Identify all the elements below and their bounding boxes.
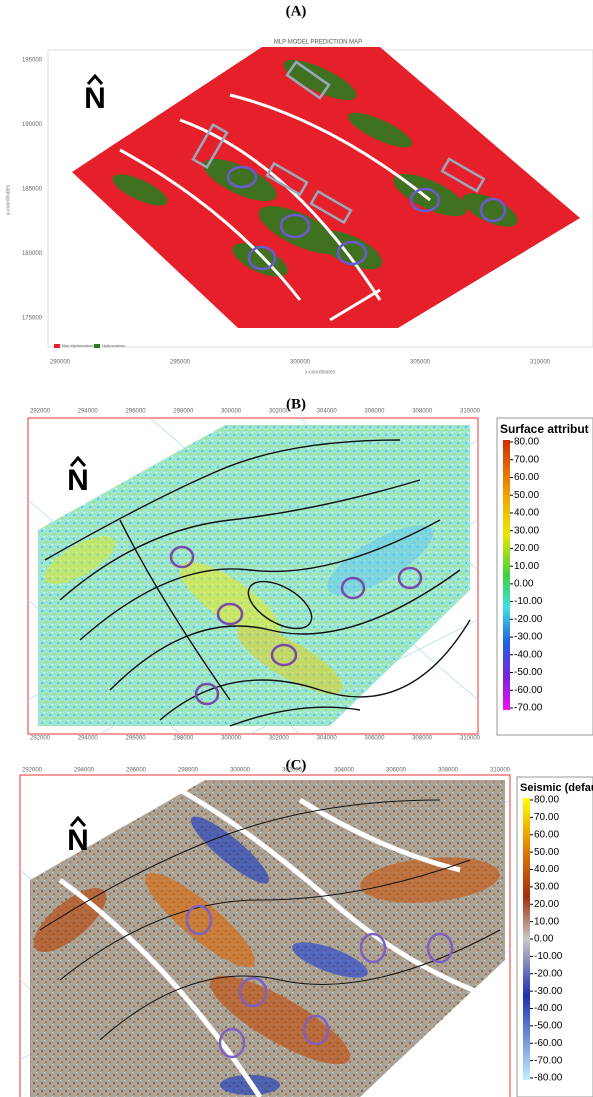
x-tick-label: 295000 xyxy=(170,360,191,366)
colorbar-tick-label: -30.00 xyxy=(534,986,563,997)
y-tick-label: 195000 xyxy=(22,58,43,64)
x-tick-label: 296000 xyxy=(126,768,147,774)
colorbar-tick-label: 70.00 xyxy=(514,454,539,465)
y-tick-label: 175000 xyxy=(22,316,43,322)
x-tick-label: 304000 xyxy=(317,736,338,742)
colorbar-tick-label: -40.00 xyxy=(534,1003,563,1014)
x-tick-label: 300000 xyxy=(221,409,242,415)
x-tick-label: 308000 xyxy=(412,736,433,742)
colorbar-tick-label: 80.00 xyxy=(534,795,559,806)
x-tick-label: 298000 xyxy=(173,736,194,742)
legend-label: Hydrocarbon xyxy=(102,343,125,348)
x-tick-label: 308000 xyxy=(438,768,459,774)
x-tick-label: 298000 xyxy=(178,768,199,774)
panel-label: (A) xyxy=(286,3,307,19)
x-tick-label: 296000 xyxy=(126,409,147,415)
colorbar xyxy=(523,798,530,1080)
x-tick-label: 292000 xyxy=(30,736,51,742)
x-tick-label: 304000 xyxy=(317,409,338,415)
x-tick-label: 300000 xyxy=(290,360,311,366)
colorbar-tick-label: -50.00 xyxy=(514,667,543,678)
colorbar-tick-label: 80.00 xyxy=(514,437,539,448)
legend-swatch xyxy=(94,344,100,348)
y-axis-label: y-coordinates xyxy=(5,184,11,215)
colorbar-tick-label: 30.00 xyxy=(534,882,559,893)
x-tick-label: 292000 xyxy=(22,768,43,774)
colorbar-title: Seismic (defaul xyxy=(520,782,593,794)
colorbar-tick-label: 20.00 xyxy=(534,899,559,910)
colorbar-tick-label: -60.00 xyxy=(514,685,543,696)
panel-b: (B) N Surface attribut xyxy=(28,396,593,735)
map-title: MLP MODEL PREDICTION MAP xyxy=(274,40,362,46)
colorbar-tick-label: -70.00 xyxy=(514,703,543,714)
colorbar-tick-label: 30.00 xyxy=(514,525,539,536)
x-tick-label: 306000 xyxy=(364,409,385,415)
y-tick-label: 185000 xyxy=(22,187,43,193)
x-tick-label: 310000 xyxy=(460,409,481,415)
colorbar-tick-label: 50.00 xyxy=(534,847,559,858)
panel-a: (A) MLP MODEL PREDICTION MAP N x-coordin… xyxy=(5,3,593,375)
colorbar-tick-label: 10.00 xyxy=(514,561,539,572)
x-axis-label: x-coordinates xyxy=(305,369,336,375)
x-tick-label: 310000 xyxy=(490,768,511,774)
colorbar-tick-label: -50.00 xyxy=(534,1021,563,1032)
legend-label: Non-Hydrocarbon xyxy=(62,343,94,348)
x-tick-label: 302000 xyxy=(269,409,290,415)
colorbar-tick-label: 70.00 xyxy=(534,812,559,823)
x-tick-label: 298000 xyxy=(173,409,194,415)
colorbar-box xyxy=(497,418,593,735)
colorbar-title: Surface attribut xyxy=(500,422,589,436)
x-tick-label: 302000 xyxy=(282,768,303,774)
x-tick-label: 308000 xyxy=(412,409,433,415)
figure: (A) MLP MODEL PREDICTION MAP N x-coordin… xyxy=(0,0,593,1097)
panel-label: (B) xyxy=(286,396,306,412)
colorbar-tick-label: 50.00 xyxy=(514,490,539,501)
colorbar-tick-label: 0.00 xyxy=(514,579,534,590)
x-tick-label: 302000 xyxy=(269,736,290,742)
colorbar-tick-label: -20.00 xyxy=(534,968,563,979)
colorbar-tick-label: -70.00 xyxy=(534,1055,563,1066)
colorbar-tick-label: 10.00 xyxy=(534,916,559,927)
y-tick-label: 180000 xyxy=(22,251,43,257)
y-tick-label: 190000 xyxy=(22,122,43,128)
x-tick-label: 294000 xyxy=(78,409,99,415)
colorbar-tick-label: 0.00 xyxy=(534,934,554,945)
colorbar-tick-label: 40.00 xyxy=(514,508,539,519)
colorbar-tick-label: -10.00 xyxy=(534,951,563,962)
x-tick-label: 296000 xyxy=(126,736,147,742)
colorbar-tick-label: -30.00 xyxy=(514,632,543,643)
colorbar-tick-label: 40.00 xyxy=(534,864,559,875)
colorbar-tick-label: -40.00 xyxy=(514,649,543,660)
north-label: N xyxy=(84,82,106,115)
legend-swatch xyxy=(54,344,60,348)
x-tick-label: 306000 xyxy=(386,768,407,774)
colorbar-tick-label: 60.00 xyxy=(514,472,539,483)
x-tick-label: 292000 xyxy=(30,409,51,415)
x-tick-label: 310000 xyxy=(530,360,551,366)
colorbar-tick-label: -20.00 xyxy=(514,614,543,625)
x-tick-label: 304000 xyxy=(334,768,355,774)
x-tick-label: 306000 xyxy=(364,736,385,742)
x-tick-label: 305000 xyxy=(410,360,431,366)
colorbar xyxy=(503,440,510,710)
north-label: N xyxy=(67,464,89,497)
x-tick-label: 294000 xyxy=(78,736,99,742)
x-tick-label: 300000 xyxy=(221,736,242,742)
colorbar-tick-label: -60.00 xyxy=(534,1038,563,1049)
colorbar-tick-label: -80.00 xyxy=(534,1073,563,1084)
colorbar-tick-label: -10.00 xyxy=(514,596,543,607)
x-tick-label: 294000 xyxy=(74,768,95,774)
x-tick-label: 310000 xyxy=(460,736,481,742)
north-label: N xyxy=(67,824,89,857)
colorbar-tick-label: 20.00 xyxy=(514,543,539,554)
x-tick-label: 300000 xyxy=(230,768,251,774)
colorbar-tick-label: 60.00 xyxy=(534,829,559,840)
x-tick-label: 290000 xyxy=(50,360,71,366)
panel-c: (C) N Seismic (defaul xyxy=(20,757,593,1097)
